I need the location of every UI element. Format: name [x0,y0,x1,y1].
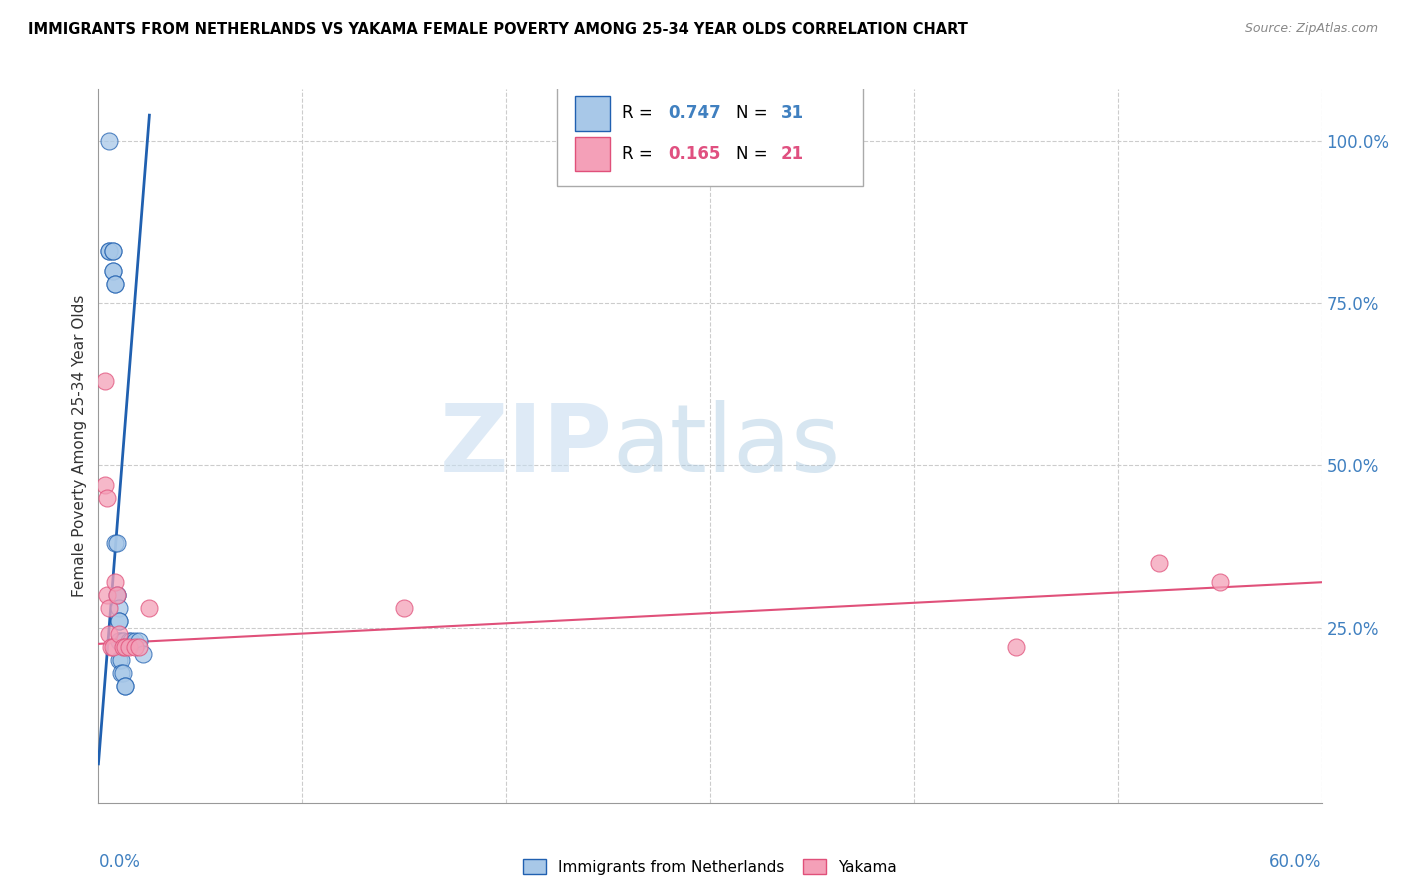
Point [132,647,155,661]
Point [1209,575,1232,590]
Point [392,601,416,615]
Point [97,244,120,259]
Point [108,627,131,641]
Point [111,666,134,681]
Text: 0.165: 0.165 [668,145,721,163]
Point [110,666,132,681]
Text: 31: 31 [780,104,804,122]
Point [97,134,120,148]
Point [124,633,146,648]
Point [101,264,124,278]
Text: atlas: atlas [612,400,841,492]
Point [108,614,131,628]
Point [104,536,127,550]
Point [105,588,128,602]
Point [1004,640,1026,654]
Point [105,588,128,602]
Point [110,653,132,667]
Point [104,277,127,291]
Point [97,601,120,615]
FancyBboxPatch shape [557,78,863,186]
Text: N =: N = [735,104,772,122]
Legend: Immigrants from Netherlands, Yakama: Immigrants from Netherlands, Yakama [517,853,903,880]
Point [101,640,124,654]
Point [105,536,128,550]
Point [124,640,146,654]
Point [128,633,150,648]
Point [111,633,134,648]
Point [108,633,131,648]
Text: 0.0%: 0.0% [98,853,141,871]
Point [128,640,150,654]
Point [93,374,115,388]
Point [111,640,134,654]
Text: IMMIGRANTS FROM NETHERLANDS VS YAKAMA FEMALE POVERTY AMONG 25-34 YEAR OLDS CORRE: IMMIGRANTS FROM NETHERLANDS VS YAKAMA FE… [28,22,967,37]
Point [1147,556,1170,570]
Point [104,575,127,590]
Y-axis label: Female Poverty Among 25-34 Year Olds: Female Poverty Among 25-34 Year Olds [72,295,87,597]
Point [114,640,136,654]
Point [96,491,118,505]
Text: N =: N = [735,145,772,163]
Text: R =: R = [621,145,658,163]
Text: ZIP: ZIP [439,400,612,492]
Point [101,244,124,259]
Point [120,633,142,648]
Text: Source: ZipAtlas.com: Source: ZipAtlas.com [1244,22,1378,36]
Point [105,588,128,602]
Point [118,640,141,654]
Text: 0.747: 0.747 [668,104,721,122]
Point [114,679,136,693]
Point [97,244,120,259]
Point [101,264,124,278]
Text: 21: 21 [780,145,804,163]
Point [100,640,122,654]
Point [104,277,127,291]
Point [138,601,160,615]
Point [114,679,136,693]
Text: 60.0%: 60.0% [1270,853,1322,871]
Point [118,633,141,648]
FancyBboxPatch shape [575,96,610,130]
Point [108,653,131,667]
FancyBboxPatch shape [575,137,610,171]
Point [96,588,118,602]
Point [101,244,124,259]
Point [93,478,115,492]
Point [108,601,131,615]
Text: R =: R = [621,104,658,122]
Point [108,633,131,648]
Point [97,627,120,641]
Point [111,633,134,648]
Point [108,614,131,628]
